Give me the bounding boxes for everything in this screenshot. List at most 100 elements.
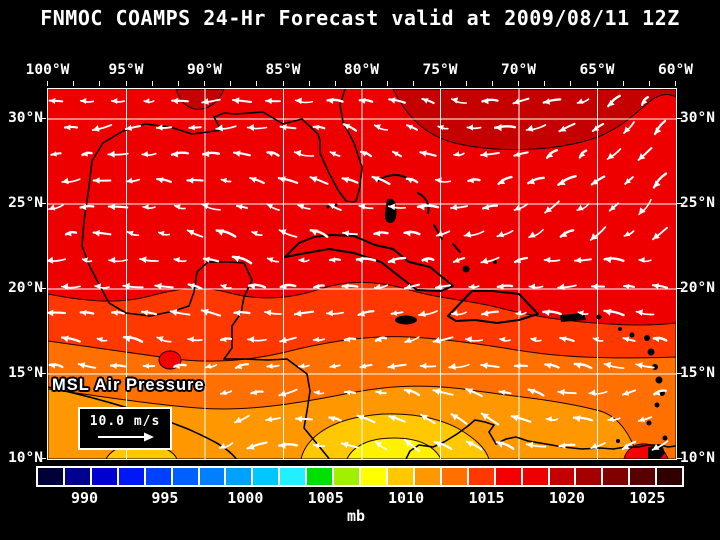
wind-vector [404,336,420,343]
colorbar-unit-label: mb [346,507,366,525]
wind-vector [653,119,667,136]
wind-vector [622,283,636,290]
wind-vector [141,309,157,316]
wind-vector [638,198,652,216]
wind-vector [495,441,515,450]
wind-vector [48,256,67,264]
island [646,420,652,426]
wind-vector [156,336,172,343]
wind-vector [139,256,159,264]
axis-tick [41,372,46,374]
wind-vector [528,283,544,290]
colorbar-cell [603,468,629,485]
wind-vector [312,442,326,449]
wind-vector [496,283,514,290]
wind-vector [512,97,530,105]
wind-vector [266,363,280,369]
wind-vector [247,283,267,290]
wind-vector [374,440,388,451]
wind-vector [525,441,547,449]
wind-vector [641,96,649,106]
coastlines [48,89,676,459]
wind-vector [527,388,545,397]
island [655,376,663,384]
wind-vector [434,177,452,184]
wind-vector [480,412,500,426]
axis-tick [677,117,682,119]
colorbar-cell [441,468,467,485]
pressure-band [346,437,442,459]
wind-vector [545,148,559,160]
wind-vector [343,336,357,343]
wind-vector [234,362,250,370]
wind-vector [266,257,280,263]
island [662,435,668,441]
wind-vector [355,256,377,264]
wind-vector [294,97,314,105]
axis-tick [648,81,650,86]
wind-vector [309,176,329,185]
wind-vector [219,336,233,343]
wind-vector [371,175,391,186]
wind-vector [60,335,82,343]
lat-label: 30°N [8,110,43,126]
coastline-hispaniola [447,290,539,324]
lon-label: 90°W [187,62,222,78]
colorbar-cell [522,468,548,485]
wind-vector [249,176,265,185]
axis-tick [125,81,127,86]
wind-vector [173,257,187,263]
wind-vector [325,309,345,317]
wind-vector [341,283,359,290]
lon-label: 85°W [265,62,301,78]
wind-vector [573,362,593,370]
colorbar-cell [414,468,440,485]
wind-vector [499,336,511,343]
wind-vector [313,389,325,396]
wind-vector [110,98,126,104]
wind-vector [279,336,297,344]
wind-vector [126,230,140,237]
wind-vector [623,121,635,134]
colorbar-tick-label: 1000 [227,489,264,507]
island-florida-keys [326,205,330,209]
wind-vector [603,308,625,317]
axis-tick [282,81,284,86]
lon-label: 70°W [501,62,536,78]
wind-vector [61,283,81,290]
wind-vector [559,336,575,343]
wind-vector [653,389,667,396]
wind-vector [293,149,315,157]
wind-scale-value: 10.0 m/s [89,414,161,429]
wind-vector [373,230,389,237]
wind-vector [467,177,481,184]
colorbar-cell [387,468,413,485]
wind-vector [624,176,634,185]
wind-vector [652,226,668,241]
wind-vector [295,415,313,423]
wind-vector [391,150,403,158]
wind-vector [174,204,186,210]
pressure-band [300,413,490,459]
wind-vector [92,177,112,184]
wind-vector [576,98,590,104]
wind-vector [297,204,311,210]
coastline [405,419,676,459]
wind-vector [341,176,359,184]
wind-vector [277,442,299,449]
wind-vector [107,203,129,211]
island [616,439,620,443]
coastline-cuba [284,234,454,292]
wind-vector [312,124,326,131]
island-andros [384,198,397,223]
colorbar-cell [145,468,171,485]
wind-vector [169,308,191,316]
axis-tick [518,81,519,86]
wind-vector [387,363,407,370]
axis-tick [439,81,441,86]
wind-vector [340,441,360,449]
colorbar-cell [495,468,521,485]
axis-tick [387,81,389,86]
wind-vector [557,174,577,187]
axis-tick [675,81,676,86]
